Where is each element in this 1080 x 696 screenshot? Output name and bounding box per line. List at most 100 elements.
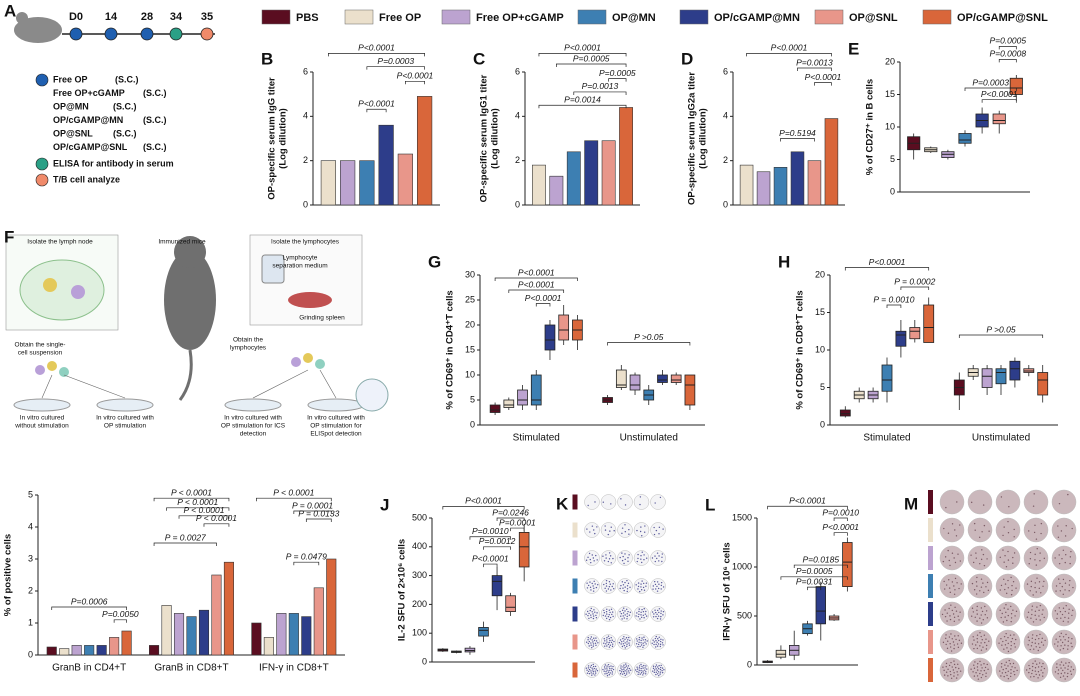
spot: [970, 615, 973, 617]
panel-label: H: [778, 252, 790, 271]
box: [615, 369, 627, 388]
spot: [1064, 589, 1066, 591]
spot: [1007, 614, 1009, 617]
spot: [1033, 675, 1035, 678]
spot: [953, 663, 956, 666]
spot: [1031, 613, 1033, 616]
spot: [984, 666, 987, 669]
spot: [1038, 674, 1041, 676]
spot: [629, 639, 631, 642]
spot: [590, 616, 592, 619]
p-value: P=0.0003: [972, 77, 1009, 87]
spot: [592, 645, 595, 647]
spot: [1034, 638, 1037, 641]
spot: [982, 646, 984, 648]
spot: [985, 638, 987, 640]
spot: [999, 670, 1001, 672]
p-value: P < 0.0001: [171, 487, 212, 497]
spot: [979, 632, 981, 634]
spot: [605, 554, 607, 556]
spot: [639, 496, 642, 498]
spot: [949, 564, 951, 567]
spot: [603, 583, 605, 586]
spot: [980, 642, 982, 644]
spot: [586, 669, 588, 671]
spot: [1040, 532, 1042, 535]
spot: [622, 584, 625, 586]
spot: [942, 666, 944, 668]
spot: [1001, 612, 1003, 615]
spot: [656, 552, 659, 554]
spot: [1064, 561, 1066, 564]
spot: [1034, 610, 1037, 612]
spot: [637, 673, 639, 676]
spot: [1042, 672, 1044, 674]
spot: [1064, 582, 1067, 584]
significance-bracket: [442, 506, 525, 510]
spot: [607, 533, 610, 536]
spot: [658, 636, 660, 638]
spot: [1034, 670, 1037, 672]
spot: [1039, 619, 1041, 621]
spot: [1010, 672, 1012, 674]
spot: [1027, 636, 1030, 638]
spot: [659, 496, 662, 499]
spot: [645, 610, 647, 613]
spot: [977, 663, 979, 665]
panel-label: B: [261, 49, 273, 68]
spot: [1010, 612, 1013, 615]
spot: [595, 668, 597, 670]
spot: [610, 641, 613, 644]
y-tick-label: 2: [303, 155, 308, 165]
spot: [942, 560, 945, 563]
spot: [594, 532, 596, 535]
spot: [638, 636, 641, 639]
schematic-text: Obtain the single-: [15, 342, 66, 349]
y-tick-label: 6: [723, 66, 728, 76]
spot: [620, 615, 622, 617]
spot: [1015, 610, 1018, 613]
spot: [636, 670, 638, 673]
p-value: P=0.0005: [573, 53, 610, 63]
spot: [1029, 676, 1032, 678]
spot: [971, 582, 974, 585]
y-tick-label: 20: [815, 269, 825, 279]
spot: [1056, 666, 1058, 669]
spot: [611, 643, 614, 645]
spot: [659, 643, 662, 646]
spot: [608, 674, 611, 676]
y-tick-label: 4: [28, 521, 33, 531]
spot: [1037, 649, 1039, 652]
spot: [585, 613, 587, 615]
spot: [638, 638, 640, 641]
spot: [612, 615, 614, 618]
spot: [1065, 525, 1067, 527]
spot: [621, 618, 623, 620]
panel-label: G: [428, 252, 441, 271]
spot: [1031, 672, 1033, 675]
spot: [945, 671, 948, 673]
box: [923, 304, 935, 343]
spot: [1001, 644, 1003, 646]
bar: [121, 630, 132, 656]
spot: [954, 577, 957, 580]
spot: [623, 636, 625, 638]
step-label: ELISA for antibody in serum: [53, 158, 174, 168]
spot: [1010, 594, 1013, 596]
y-tick-label: 4: [515, 111, 520, 121]
spot: [620, 643, 622, 645]
p-value: P=0.0185: [802, 554, 839, 564]
spot: [585, 641, 588, 643]
spot: [652, 585, 655, 587]
spot: [651, 611, 654, 613]
p-value: P < 0.0001: [196, 513, 237, 523]
significance-bracket: [573, 91, 627, 95]
spot: [973, 675, 976, 677]
spot: [1037, 666, 1040, 668]
spot: [949, 591, 952, 594]
well: [995, 629, 1021, 655]
spot: [643, 554, 645, 556]
box: [491, 575, 503, 597]
spot: [653, 669, 656, 671]
p-value: P < 0.0001: [273, 487, 314, 497]
